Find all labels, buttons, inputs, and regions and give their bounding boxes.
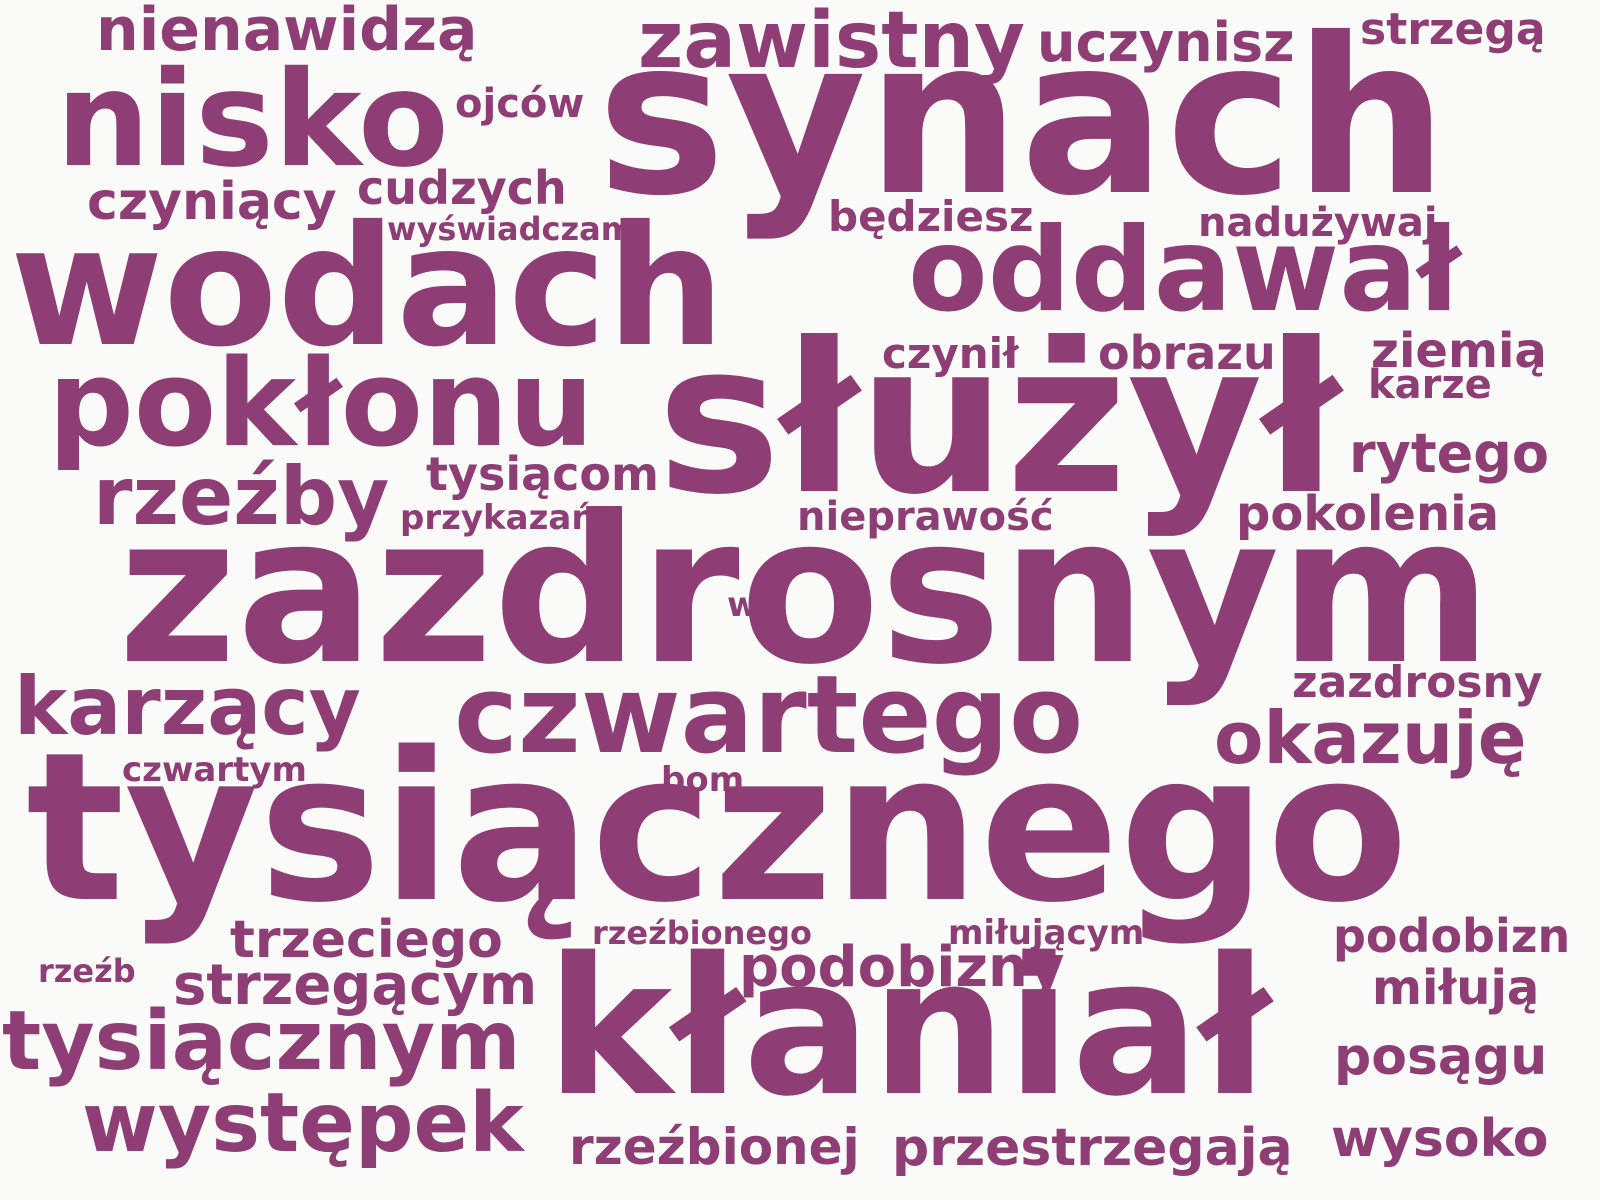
word: zazdrosny [1292, 657, 1543, 708]
word: nieprawość [797, 494, 1054, 540]
word: miłującym [948, 913, 1145, 953]
word: trzeciego [230, 910, 503, 970]
word: podobizn [1333, 909, 1571, 963]
word: czwartego [454, 653, 1084, 778]
word: pokłonu [48, 335, 594, 474]
word: cudzych [357, 161, 567, 215]
word: miłują [1372, 960, 1540, 1016]
word: wj [727, 585, 771, 625]
word: przestrzegają [892, 1118, 1293, 1178]
word: rzeźb [38, 952, 136, 990]
word: tysiącznego [26, 708, 1409, 948]
word: wyświadczam [387, 210, 635, 248]
word: obrazu [1098, 326, 1276, 380]
word: strzegącym [173, 953, 538, 1018]
word: oddawał [908, 203, 1461, 338]
word: czwartym [122, 750, 307, 790]
word: okazuję [1214, 696, 1527, 780]
word: ojców [455, 81, 585, 127]
word: podobizny [739, 935, 1065, 1000]
word: bom [661, 760, 745, 800]
word: tysiącom [426, 447, 659, 501]
word: uczynisz [1037, 11, 1295, 74]
word: występek [82, 1076, 524, 1171]
word: posągu [1334, 1027, 1548, 1087]
word: pokolenia [1236, 486, 1499, 542]
word: rytego [1349, 422, 1550, 485]
word: kłaniał [546, 917, 1271, 1138]
word: będziesz [828, 192, 1034, 241]
word: strzegą [1360, 4, 1546, 55]
word: wysoko [1331, 1109, 1549, 1169]
word: zazdrosnym [118, 473, 1493, 710]
word: karzący [14, 660, 361, 753]
word: rzeźbionej [569, 1118, 860, 1176]
word: nisko [56, 43, 449, 197]
word: wodach [10, 191, 725, 384]
word: karze [1368, 362, 1492, 408]
word: służył [657, 299, 1340, 541]
word: czynił [882, 329, 1019, 378]
word: zawistny [638, 0, 1025, 86]
word: czyniący [87, 172, 337, 232]
word: przykazań [400, 498, 596, 538]
word: synach [597, 0, 1448, 243]
word: rzeźby [93, 450, 390, 543]
word: rzeźbionego [592, 914, 812, 952]
word: tysiącznym [2, 994, 521, 1089]
word: ziemią [1371, 323, 1547, 379]
word: nadużywaj [1198, 200, 1438, 246]
word: nienawidzą [96, 0, 478, 65]
